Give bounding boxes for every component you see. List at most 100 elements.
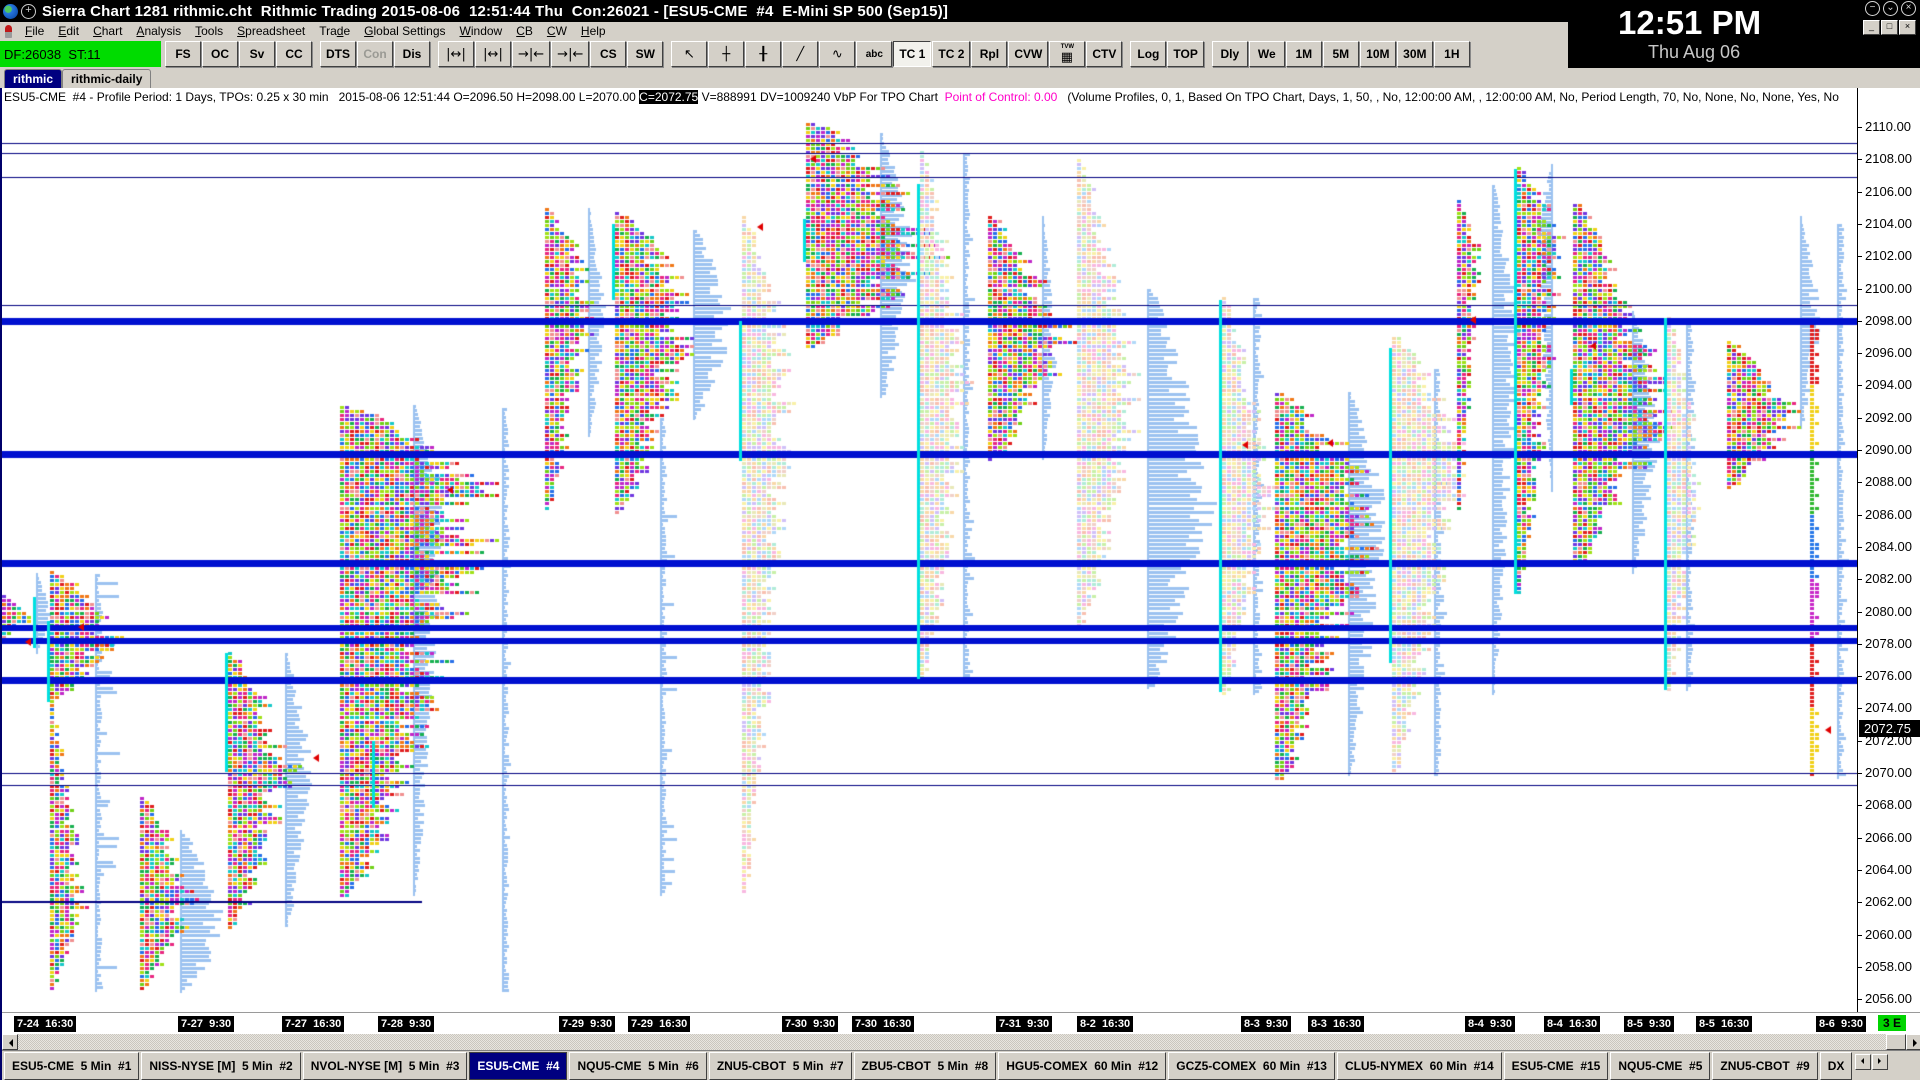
- toolbar-button-tc-1[interactable]: TC 1: [893, 41, 932, 67]
- bar-spacing-wide-icon[interactable]: |↔|: [475, 41, 511, 67]
- menu-item-trade[interactable]: Trade: [319, 24, 351, 38]
- minimize-circle-icon[interactable]: −: [1865, 1, 1880, 16]
- toolbar-buttons: FS OC Sv CC DTS Con Dis |↔| |↔| →|← →|← CS SW ↖ ┼ ╂ ╱ ∿ ab…: [165, 41, 1471, 67]
- toolbar-button-30m[interactable]: 30M: [1396, 41, 1433, 67]
- horizontal-scrollbar[interactable]: [2, 1034, 1920, 1050]
- chart-tab-esu5-cme-5-min-1[interactable]: ESU5-CME 5 Min #1: [4, 1052, 140, 1080]
- chart-tab-esu5-cme-15[interactable]: ESU5-CME #15: [1503, 1052, 1609, 1080]
- menu-item-file[interactable]: File: [25, 24, 45, 38]
- time-label: 7-27 16:30: [282, 1016, 345, 1032]
- toolbar-button-cs[interactable]: CS: [590, 41, 627, 67]
- tvw-grid-icon: ▦: [1060, 49, 1073, 65]
- toolbar-button-fs[interactable]: FS: [165, 41, 201, 67]
- tab-scroll-left-icon: [1858, 1058, 1865, 1064]
- toolbar-button-tc-2[interactable]: TC 2: [932, 41, 971, 67]
- close-circle-icon[interactable]: ×: [1901, 1, 1916, 16]
- child-close-button[interactable]: ×: [1899, 20, 1916, 35]
- menu-item-edit[interactable]: Edit: [58, 24, 80, 38]
- chart-tab-nvol-nyse-m-5-min-3[interactable]: NVOL-NYSE [M] 5 Min #3: [302, 1052, 468, 1080]
- menu-item-window[interactable]: Window: [459, 24, 503, 38]
- chart-tab-esu5-cme-4[interactable]: ESU5-CME #4: [469, 1052, 568, 1080]
- toolbar-button-dis[interactable]: Dis: [394, 41, 430, 67]
- menu-item-global-settings[interactable]: Global Settings: [364, 24, 446, 38]
- crosshair-tool-icon: ┼: [722, 46, 731, 62]
- mdi-child-controls: _ □ ×: [1863, 20, 1916, 35]
- scroll-left-button[interactable]: [2, 1034, 18, 1050]
- toolbar-button-dly[interactable]: Dly: [1211, 41, 1248, 67]
- price-tick: 2086.00: [1858, 507, 1920, 523]
- price-tick-label: 2110.00: [1865, 119, 1912, 134]
- toolbar-button-dts[interactable]: DTS: [320, 41, 356, 67]
- toolbar-button-5m[interactable]: 5M: [1322, 41, 1359, 67]
- menu-item-cb[interactable]: CB: [516, 24, 533, 38]
- tvw-grid-icon[interactable]: TVW ▦: [1049, 41, 1086, 67]
- child-restore-button[interactable]: □: [1881, 20, 1898, 35]
- pointer-tool-icon[interactable]: ↖: [671, 41, 708, 67]
- tab-scroll-left-button[interactable]: [1855, 1054, 1872, 1070]
- price-axis[interactable]: 2110.00 2108.00 2106.00 2104.00 2102.00 2100.…: [1857, 88, 1920, 1012]
- chart-tab-hgu5-comex-60-min-12[interactable]: HGU5-COMEX 60 Min #12: [998, 1052, 1167, 1080]
- system-menu-icon[interactable]: +: [21, 3, 36, 19]
- price-tick: 2100.00: [1858, 281, 1920, 297]
- toolbar-button-1m[interactable]: 1M: [1285, 41, 1322, 67]
- chart-tab-znu5-cbot-9[interactable]: ZNU5-CBOT #9: [1712, 1052, 1818, 1080]
- price-tick-mark: [1858, 805, 1862, 807]
- toolbar-button-cc[interactable]: CC: [276, 41, 312, 67]
- menu-item-chart[interactable]: Chart: [93, 24, 123, 38]
- sheet-tab-rithmic-daily[interactable]: rithmic-daily: [62, 69, 152, 88]
- chart-plot-area[interactable]: [2, 106, 1857, 1010]
- chart-header-mid: V=888991 DV=1009240 VbP For TPO Chart: [698, 90, 945, 104]
- toolbar-gap: [431, 54, 438, 55]
- toolbar-button-10m[interactable]: 10M: [1359, 41, 1396, 67]
- chart-tab-niss-nyse-m-5-min-2[interactable]: NISS-NYSE [M] 5 Min #2: [141, 1052, 301, 1080]
- squeeze-bars-icon[interactable]: →|←: [512, 41, 551, 67]
- price-tick: 2106.00: [1858, 184, 1920, 200]
- chart-tab-nqu5-cme-5[interactable]: NQU5-CME #5: [1610, 1052, 1711, 1080]
- menu-item-spreadsheet[interactable]: Spreadsheet: [237, 24, 306, 38]
- expand-bars-icon[interactable]: →|←: [551, 41, 590, 67]
- time-label: 8-2 16:30: [1077, 1016, 1134, 1032]
- price-tick-mark: [1858, 546, 1862, 548]
- chart-tab-gcz5-comex-60-min-13[interactable]: GCZ5-COMEX 60 Min #13: [1168, 1052, 1335, 1080]
- toolbar-button-abc[interactable]: abc: [856, 41, 893, 67]
- window-controls: − ⌄ ×: [1865, 1, 1916, 16]
- trendline-tool-icon[interactable]: ╱: [782, 41, 819, 67]
- crosshair-arrow-tool-icon[interactable]: ╂: [745, 41, 782, 67]
- price-tick: 2074.00: [1858, 700, 1920, 716]
- tab-scroll-right-button[interactable]: [1872, 1054, 1889, 1070]
- toolbar-button-cvw[interactable]: CVW: [1008, 41, 1049, 67]
- toolbar-button-ctv[interactable]: CTV: [1086, 41, 1123, 67]
- chart-tab-nqu5-cme-5-min-6[interactable]: NQU5-CME 5 Min #6: [569, 1052, 707, 1080]
- toolbar-button-oc[interactable]: OC: [202, 41, 238, 67]
- menu-item-help[interactable]: Help: [580, 24, 606, 38]
- chart-tab-znu5-cbot-5-min-7[interactable]: ZNU5-CBOT 5 Min #7: [708, 1052, 852, 1080]
- last-price-box: 2072.75: [1859, 719, 1920, 737]
- ray-tool-icon[interactable]: ∿: [819, 41, 856, 67]
- menu-item-analysis[interactable]: Analysis: [136, 24, 182, 38]
- toolbar-button-sw[interactable]: SW: [627, 41, 664, 67]
- toolbar-button-rpl[interactable]: Rpl: [971, 41, 1008, 67]
- toolbar-button-top[interactable]: TOP: [1167, 41, 1204, 67]
- toolbar-button-sv[interactable]: Sv: [239, 41, 275, 67]
- price-tick-mark: [1858, 417, 1862, 419]
- price-tick-mark: [1858, 127, 1862, 128]
- toolbar-button-1h[interactable]: 1H: [1433, 41, 1470, 67]
- crosshair-tool-icon[interactable]: ┼: [708, 41, 745, 67]
- scroll-right-button[interactable]: [1906, 1034, 1920, 1050]
- toolbar-button-con[interactable]: Con: [357, 41, 393, 67]
- toolbar-button-log[interactable]: Log: [1130, 41, 1167, 67]
- toolbar-button-we[interactable]: We: [1248, 41, 1285, 67]
- price-tick: 2096.00: [1858, 345, 1920, 361]
- chart-tab-dx[interactable]: DX: [1819, 1052, 1853, 1080]
- scrollbar-thumb[interactable]: [1886, 1034, 1906, 1050]
- bar-spacing-icon[interactable]: |↔|: [438, 41, 474, 67]
- chart-tab-clu5-nymex-60-min-14[interactable]: CLU5-NYMEX 60 Min #14: [1336, 1052, 1502, 1080]
- menu-item-tools[interactable]: Tools: [195, 24, 224, 38]
- child-minimize-button[interactable]: _: [1863, 20, 1880, 35]
- menu-item-cw[interactable]: CW: [546, 24, 567, 38]
- toolbar: DF:26038 ST:11 FS OC Sv CC DTS Con Dis |↔| |↔| →|…: [0, 40, 1568, 68]
- restore-circle-icon[interactable]: ⌄: [1883, 1, 1898, 16]
- sheet-tab-rithmic[interactable]: rithmic: [4, 69, 63, 88]
- price-tick: 2098.00: [1858, 313, 1920, 329]
- chart-tab-zbu5-cbot-5-min-8[interactable]: ZBU5-CBOT 5 Min #8: [853, 1052, 997, 1080]
